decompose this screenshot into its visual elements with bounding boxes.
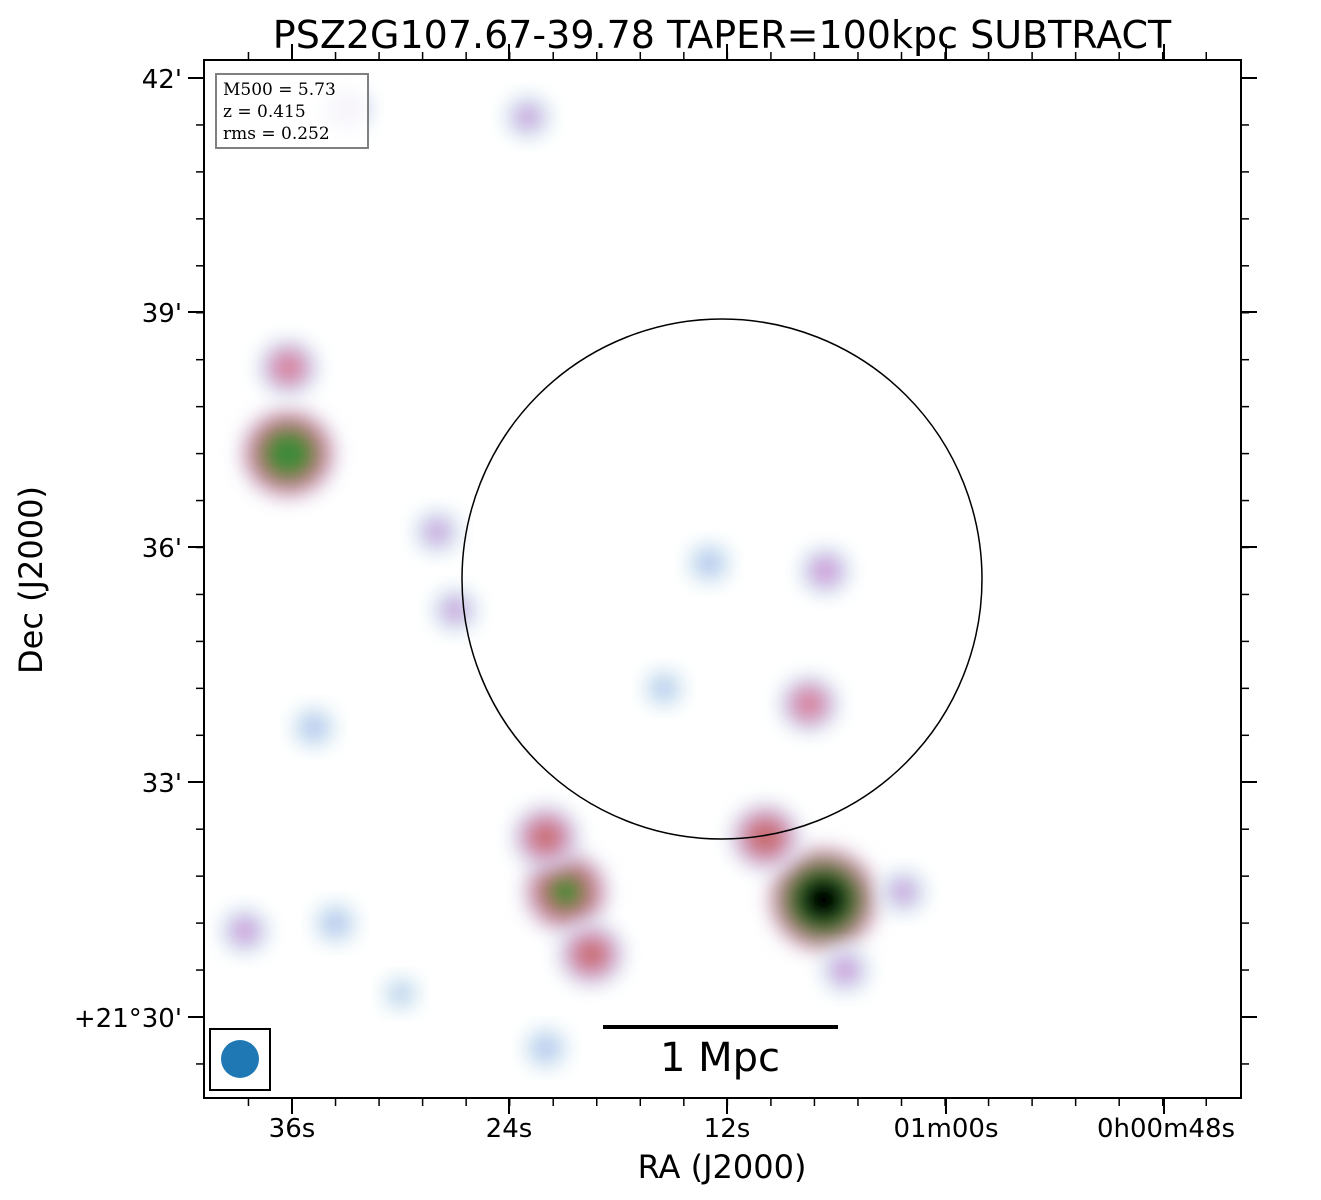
y-axis-label: Dec (J2000) [12, 486, 50, 674]
emission-contour [532, 823, 560, 851]
emission-source [523, 851, 609, 933]
emission-source [292, 707, 336, 748]
emission-contour [577, 941, 606, 968]
emission-map [0, 86, 927, 1069]
scalebar-label: 1 Mpc [660, 1035, 780, 1081]
emission-source [432, 588, 478, 632]
emission-source [258, 339, 319, 396]
emission-source [241, 408, 336, 499]
emission-contour [515, 105, 540, 129]
emission-contour [425, 520, 450, 544]
emission-contour [530, 1033, 562, 1064]
x-tick-label: 12s [704, 1114, 751, 1144]
emission-contour [748, 820, 783, 854]
emission-source [74, 363, 133, 419]
y-tick-label: +21°30' [74, 1004, 182, 1034]
y-tick-label: 39' [142, 299, 182, 329]
emission-contour [93, 796, 129, 830]
emission-contour [389, 982, 413, 1005]
emission-contour [21, 696, 55, 728]
emission-source [730, 803, 801, 871]
emission-contour [0, 230, 20, 285]
emission-contour [891, 880, 916, 904]
beam-box [209, 1028, 271, 1091]
emission-contour [443, 598, 468, 622]
emission-source [687, 542, 731, 584]
x-axis-label: RA (J2000) [638, 1148, 807, 1186]
emission-source [93, 796, 129, 830]
emission-contour [693, 548, 725, 579]
emission-contour [650, 675, 678, 702]
emission-source [768, 847, 879, 952]
emission-contour [99, 803, 122, 825]
info-rms: rms = 0.252 [223, 124, 330, 144]
emission-contour [81, 370, 125, 412]
emission-contour [54, 488, 80, 512]
emission-contour [88, 376, 119, 406]
emission-source [644, 669, 684, 708]
emission-source [512, 805, 580, 869]
plot-frame [203, 59, 1242, 1099]
x-tick-label: 36s [269, 1114, 316, 1144]
y-tick-label: 36' [142, 534, 182, 564]
emission-contour [793, 689, 825, 719]
chart-title: PSZ2G107.67-39.78 TAPER=100kpc SUBTRACT [273, 13, 1172, 57]
emission-source [314, 902, 357, 944]
emission-contour [47, 482, 86, 520]
emission-contour [0, 228, 23, 289]
emission-source [779, 675, 839, 733]
x-tick-label: 0h00m48s [1097, 1114, 1235, 1144]
beam-ellipse [221, 1040, 259, 1078]
emission-contour [43, 478, 91, 523]
emission-source [880, 870, 927, 914]
x-tick-label: 24s [486, 1114, 533, 1144]
emission-contour [0, 225, 26, 291]
emission-source [558, 922, 625, 986]
cluster-circle [461, 318, 983, 840]
emission-source [12, 687, 64, 737]
emission-contour [546, 873, 586, 911]
emission-contour [74, 363, 133, 419]
emission-source [505, 95, 551, 139]
emission-source [524, 1027, 568, 1069]
emission-source [0, 225, 26, 291]
emission-contour [12, 687, 64, 737]
emission-source [382, 976, 419, 1011]
emission-source [220, 908, 269, 954]
info-m500: M500 = 5.73 [223, 80, 336, 100]
emission-contour [809, 556, 841, 586]
emission-contour [831, 956, 860, 984]
major-ticks [188, 44, 1257, 1114]
emission-contour [272, 352, 305, 383]
emission-contour [298, 712, 330, 743]
emission-source [800, 547, 851, 595]
emission-contour [230, 917, 259, 945]
info-box [215, 73, 369, 149]
emission-contour [78, 366, 130, 415]
emission-contour [319, 908, 352, 938]
emission-source [414, 510, 460, 554]
info-redshift: z = 0.415 [223, 102, 306, 122]
y-tick-label: 42' [142, 65, 182, 95]
emission-contour [16, 691, 59, 732]
emission-source [821, 947, 870, 993]
emission-contour [0, 235, 15, 281]
emission-contour [795, 872, 852, 927]
y-tick-label: 33' [142, 769, 182, 799]
x-tick-label: 01m00s [893, 1114, 998, 1144]
emission-contour [0, 242, 8, 275]
emission-contour [259, 426, 318, 481]
